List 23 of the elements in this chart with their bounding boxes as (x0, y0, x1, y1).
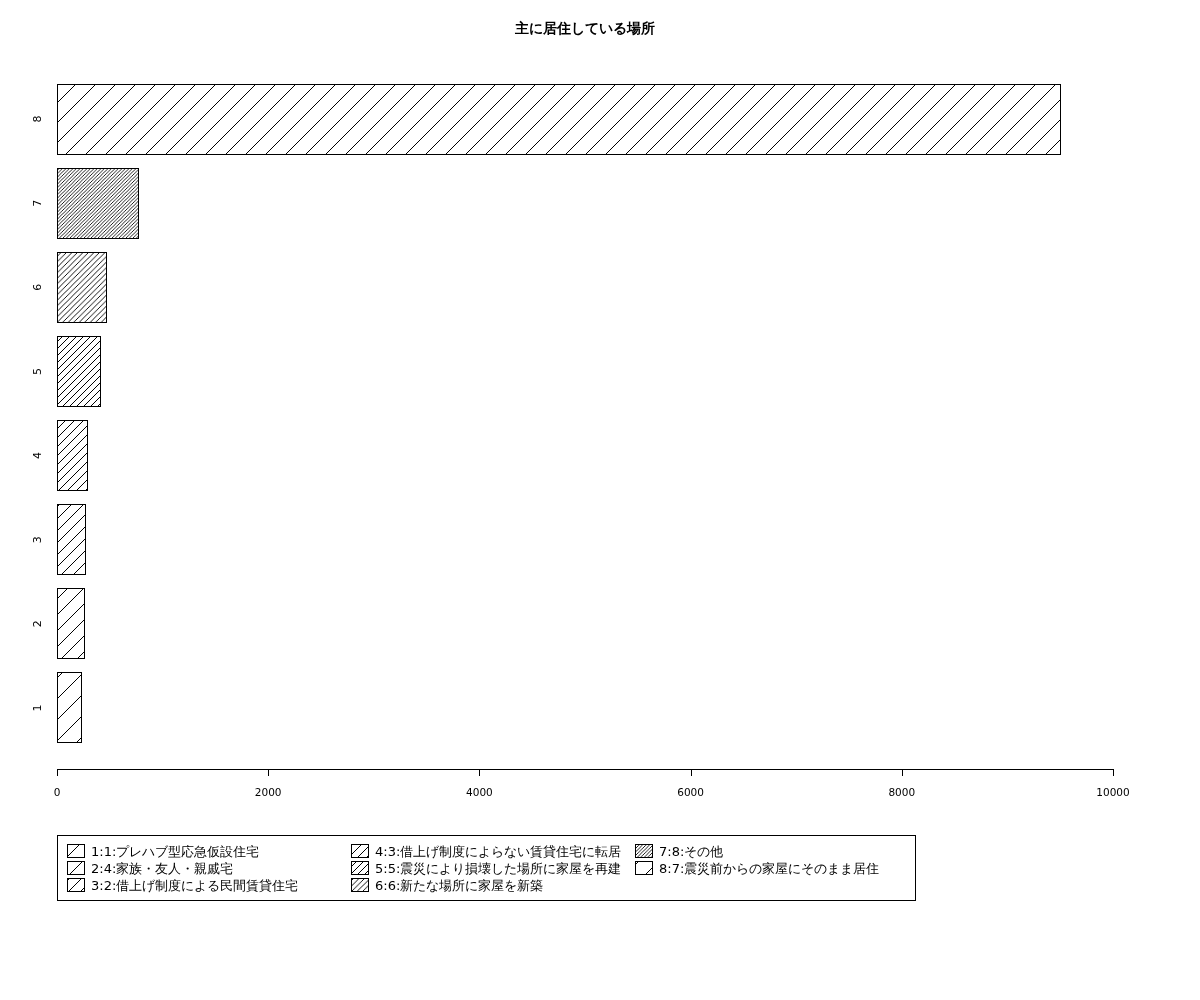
y-tick-label: 3 (30, 536, 44, 544)
y-tick-label: 1 (30, 704, 44, 712)
x-tick-label: 6000 (677, 786, 704, 798)
legend-label: 1:1:プレハブ型応急仮設住宅 (91, 843, 260, 859)
x-tick-label: 2000 (254, 786, 282, 798)
y-tick-label: 6 (30, 283, 44, 291)
legend-label: 5:5:震災により損壊した場所に家屋を再建 (375, 860, 622, 876)
legend-label: 6:6:新たな場所に家屋を新築 (375, 877, 544, 893)
y-tick-label: 4 (30, 452, 44, 460)
y-tick-label: 8 (30, 115, 44, 123)
x-tick-label: 0 (53, 786, 61, 798)
x-tick-label: 8000 (888, 786, 916, 798)
y-tick-label: 2 (30, 620, 44, 628)
legend-label: 8:7:震災前からの家屋にそのまま居住 (659, 860, 880, 876)
x-tick-label: 10000 (1096, 786, 1130, 798)
legend-label: 7:8:その他 (659, 843, 724, 859)
y-tick-label: 5 (30, 367, 44, 375)
chart-title: 主に居住している場所 (514, 20, 655, 36)
legend-label: 2:4:家族・友人・親戚宅 (91, 860, 234, 876)
legend-label: 4:3:借上げ制度によらない賃貸住宅に転居 (375, 843, 622, 859)
legend-label: 3:2:借上げ制度による民間賃貸住宅 (91, 877, 299, 893)
y-tick-label: 7 (30, 199, 44, 207)
x-tick-label: 4000 (466, 786, 493, 798)
